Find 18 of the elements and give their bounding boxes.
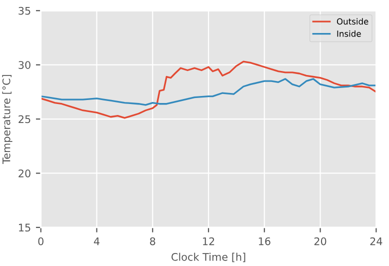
x-tick-label: 8: [150, 237, 156, 246]
x-tick-label: 20: [314, 237, 326, 246]
line-series: [40, 60, 376, 119]
y-axis-title: Temperature [°C]: [2, 74, 12, 164]
line-series: [40, 78, 376, 106]
x-tick-label: 16: [258, 237, 270, 246]
x-axis-title: Clock Time [h]: [172, 252, 246, 262]
legend-label: Outside: [336, 18, 368, 25]
y-tick-label: 20: [18, 169, 30, 178]
x-tick-label: 24: [370, 237, 382, 246]
x-tick-label: 4: [94, 237, 100, 246]
y-tick-label: 25: [18, 115, 30, 124]
x-tick-label: 12: [203, 237, 214, 246]
legend-label: Inside: [337, 30, 361, 37]
y-tick-label: 35: [18, 6, 30, 15]
y-tick-label: 30: [18, 61, 30, 69]
x-tick-label: 0: [38, 237, 44, 246]
y-tick-label: 15: [19, 224, 30, 232]
